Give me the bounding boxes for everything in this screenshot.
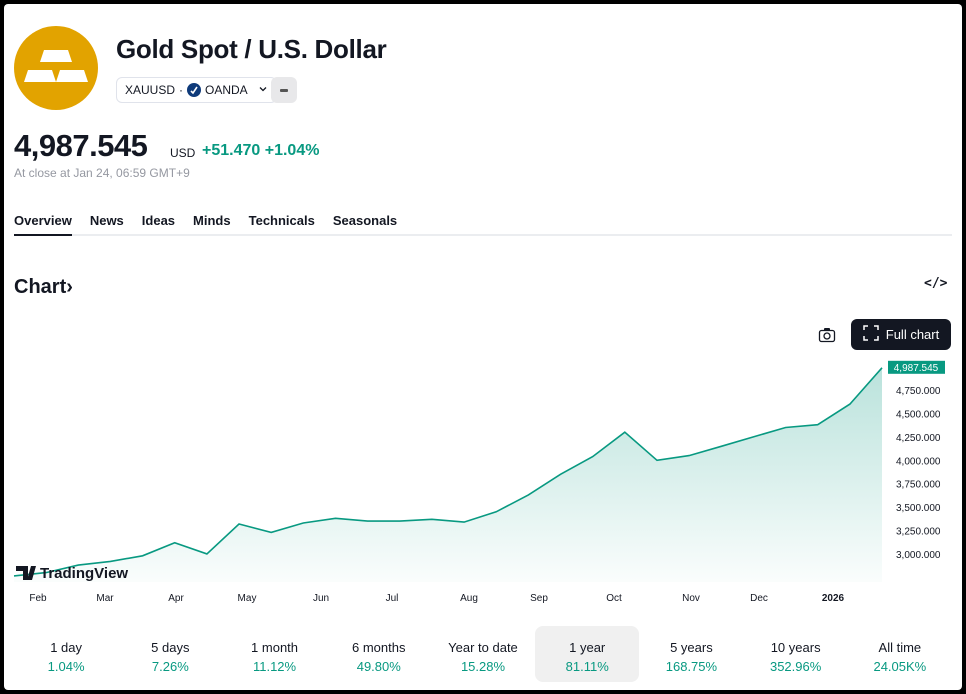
tab-ideas[interactable]: Ideas [141,213,176,228]
period-label: Year to date [448,640,518,655]
price-line [13,367,883,577]
period-option[interactable]: 10 years 352.96% [744,626,848,682]
full-chart-button[interactable]: Full chart [851,319,951,350]
code-icon[interactable]: </> [924,276,948,291]
change-pct: +1.04% [264,142,320,159]
ticker-separator: · [179,83,184,97]
y-tick-label: 3,750.000 [896,480,941,491]
period-label: 1 day [50,640,83,655]
period-return: 168.75% [665,659,718,674]
oanda-logo-icon [187,83,202,97]
close-time-note: At close at Jan 24, 06:59 GMT+9 [14,166,190,180]
period-return: 24.05K% [873,659,927,674]
symbol-tabs: Overview News Ideas Minds Technicals Sea… [14,212,952,236]
period-return: 7.26% [151,659,189,674]
y-tick-label: 3,000.000 [896,550,941,561]
x-tick-label: Jun [313,593,329,604]
period-return: 11.12% [252,659,297,674]
x-tick-label: Apr [168,593,184,604]
price-chart[interactable]: 4,750.000 4,500.000 4,250.000 4,000.000 3,75… [4,354,962,608]
period-label: 6 months [352,640,406,655]
period-option[interactable]: 5 years 168.75% [639,626,743,682]
period-option[interactable]: 1 day 1.04% [14,626,118,682]
x-tick-label: Dec [750,593,768,604]
y-tick-label: 4,000.000 [896,456,941,467]
tab-seasonals[interactable]: Seasonals [332,213,398,228]
y-tick-label: 4,750.000 [896,386,941,397]
period-return: 15.28% [460,659,506,674]
price-change: +51.470 +1.04% [202,142,319,160]
chevron-right-icon: › [66,276,73,298]
price-area [14,367,882,582]
gold-bars-icon [14,26,98,110]
change-abs: +51.470 [202,142,261,159]
chart-heading-link[interactable]: Chart› [14,276,73,299]
period-option[interactable]: 5 days 7.26% [118,626,222,682]
period-return: 352.96% [769,659,822,674]
tradingview-logo-icon [16,566,36,580]
ticker-label: XAUUSD [125,83,176,97]
last-price-label: 4,987.545 [894,363,939,374]
price-value: 4,987.545 [14,128,148,163]
symbol-selector[interactable]: XAUUSD · OANDA [116,77,277,103]
period-label: 10 years [770,640,821,655]
period-option[interactable]: 1 month 11.12% [222,626,326,682]
period-option[interactable]: 6 months 49.80% [327,626,431,682]
x-tick-label: Oct [606,593,622,604]
tab-minds[interactable]: Minds [193,213,231,228]
last-price-badge [888,360,945,374]
page-frame: Gold Spot / U.S. Dollar XAUUSD · OANDA 4… [4,4,962,690]
chevron-down-icon [258,83,268,97]
x-tick-label: Nov [682,593,700,604]
x-tick-label: Jul [386,593,399,604]
fullscreen-icon [863,325,879,344]
period-label: 1 month [251,640,299,655]
period-option[interactable]: All time 24.05K% [848,626,952,682]
y-tick-label: 3,500.000 [896,503,941,514]
period-return: 1.04% [47,659,85,674]
tradingview-text: TradingView [40,565,128,582]
y-tick-label: 3,250.000 [896,527,941,538]
x-tick-label: Feb [29,593,47,604]
tab-overview[interactable]: Overview [14,212,72,236]
period-option[interactable]: 1 year 81.11% [535,626,640,682]
x-tick-label: 2026 [822,593,845,604]
x-tick-label: Aug [460,593,478,604]
minus-icon [280,88,288,92]
camera-icon[interactable] [812,320,842,350]
x-tick-label: May [238,593,257,604]
period-return: 49.80% [356,659,401,674]
full-chart-label: Full chart [885,327,940,342]
collapse-button[interactable] [271,77,297,103]
broker-label: OANDA [205,83,248,97]
x-tick-label: Sep [530,593,548,604]
period-label: 5 days [151,640,190,655]
symbol-title: Gold Spot / U.S. Dollar [116,34,387,64]
y-tick-label: 4,250.000 [896,433,941,444]
period-label: 5 years [670,640,713,655]
period-selector: 1 day 1.04% 5 days 7.26% 1 month 11.12% 6 mont… [14,626,952,682]
price-currency: USD [170,146,196,160]
chart-heading-text: Chart [14,276,67,298]
tab-technicals[interactable]: Technicals [248,213,315,228]
tradingview-watermark: TradingView [16,565,128,582]
y-tick-label: 4,500.000 [896,410,941,421]
period-label: All time [878,640,922,655]
tab-news[interactable]: News [89,213,124,228]
period-label: 1 year [569,640,606,655]
x-tick-label: Mar [96,593,114,604]
period-option[interactable]: Year to date 15.28% [431,626,535,682]
period-return: 81.11% [565,659,609,674]
